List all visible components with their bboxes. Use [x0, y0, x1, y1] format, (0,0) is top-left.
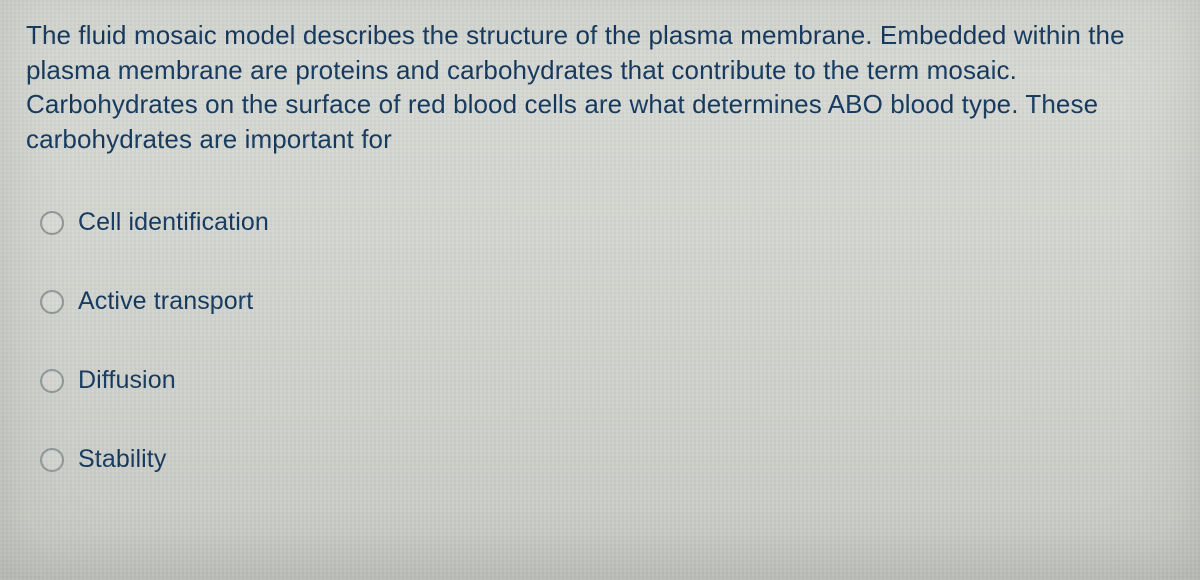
question-text: The fluid mosaic model describes the str… — [26, 18, 1178, 156]
radio-icon — [40, 290, 64, 314]
option-label: Diffusion — [78, 366, 176, 395]
option-label: Cell identification — [78, 208, 269, 237]
options-group: Cell identification Active transport Dif… — [26, 208, 1178, 474]
radio-icon — [40, 211, 64, 235]
option-diffusion[interactable]: Diffusion — [40, 366, 1178, 395]
option-label: Active transport — [78, 287, 253, 316]
radio-icon — [40, 448, 64, 472]
option-active-transport[interactable]: Active transport — [40, 287, 1178, 316]
radio-icon — [40, 369, 64, 393]
option-label: Stability — [78, 445, 166, 474]
option-stability[interactable]: Stability — [40, 445, 1178, 474]
option-cell-identification[interactable]: Cell identification — [40, 208, 1178, 237]
